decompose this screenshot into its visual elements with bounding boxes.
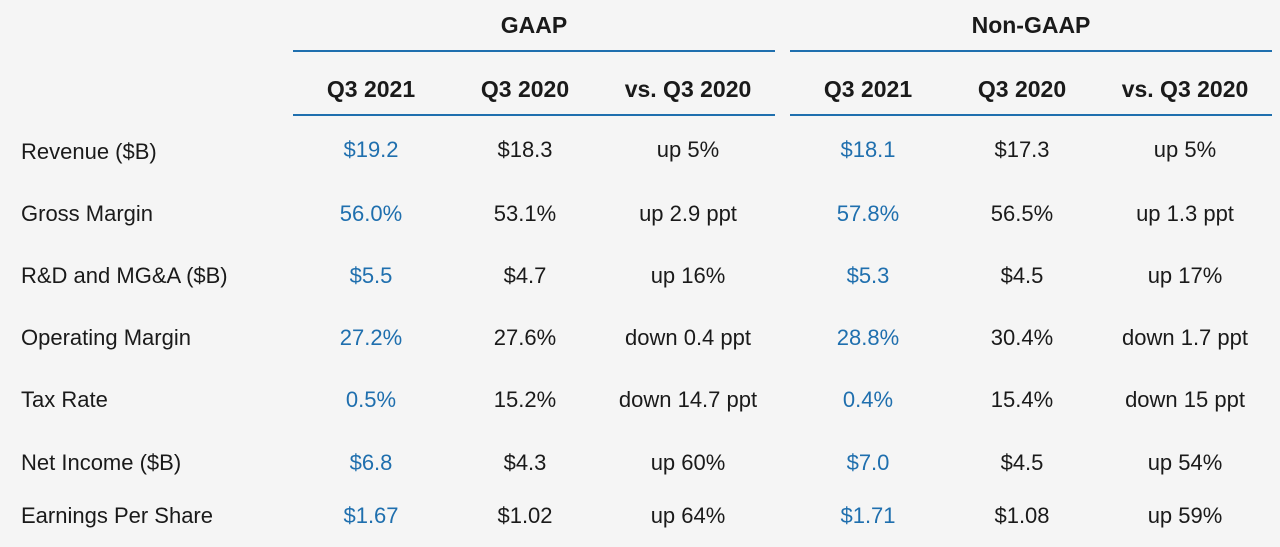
non-gaap-top-rule: [790, 50, 1272, 52]
cell-tax-rate-gaap-q3-2020: 15.2%: [493, 387, 557, 412]
cell-gross-margin-gaap-q3-2020: 53.1%: [493, 201, 557, 226]
cell-net-income-nongaap-q3-2021: $7.0: [846, 450, 890, 475]
cell-eps-nongaap-q3-2021: $1.71: [840, 503, 896, 528]
cell-rd-mga-nongaap-q3-2021: $5.3: [846, 263, 890, 288]
cell-revenue-nongaap-q3-2021: $18.1: [840, 137, 896, 162]
cell-net-income-nongaap-vs: up 54%: [1147, 450, 1223, 475]
cell-net-income-nongaap-q3-2020: $4.5: [1000, 450, 1044, 475]
cell-operating-margin-nongaap-q3-2021: 28.8%: [836, 325, 900, 350]
cell-eps-gaap-q3-2020: $1.02: [497, 503, 553, 528]
cell-rd-mga-nongaap-vs: up 17%: [1147, 263, 1223, 288]
cell-operating-margin-nongaap-q3-2020: 30.4%: [990, 325, 1054, 350]
column-header-gaap-q3-2020: Q3 2020: [480, 76, 570, 102]
row-label-gross-margin: Gross Margin: [21, 201, 154, 226]
row-label-operating-margin: Operating Margin: [21, 325, 191, 350]
non-gaap-header-rule: [790, 114, 1272, 116]
cell-tax-rate-nongaap-q3-2020: 15.4%: [990, 387, 1054, 412]
cell-operating-margin-gaap-q3-2020: 27.6%: [493, 325, 557, 350]
column-header-gaap-vs: vs. Q3 2020: [624, 76, 752, 102]
cell-eps-gaap-q3-2021: $1.67: [343, 503, 399, 528]
row-label-rd-mga: R&D and MG&A ($B): [21, 263, 228, 288]
cell-revenue-nongaap-q3-2020: $17.3: [994, 137, 1050, 162]
non-gaap-group-title: Non-GAAP: [971, 12, 1091, 38]
cell-operating-margin-gaap-q3-2021: 27.2%: [339, 325, 403, 350]
cell-eps-nongaap-q3-2020: $1.08: [994, 503, 1050, 528]
cell-revenue-gaap-q3-2021: $19.2: [343, 137, 399, 162]
cell-net-income-gaap-vs: up 60%: [650, 450, 726, 475]
cell-net-income-gaap-q3-2021: $6.8: [349, 450, 393, 475]
cell-tax-rate-nongaap-vs: down 15 ppt: [1125, 387, 1245, 412]
cell-rd-mga-nongaap-q3-2020: $4.5: [1000, 263, 1044, 288]
cell-operating-margin-gaap-vs: down 0.4 ppt: [625, 325, 751, 350]
gaap-top-rule: [293, 50, 775, 52]
cell-tax-rate-nongaap-q3-2021: 0.4%: [842, 387, 894, 412]
cell-revenue-gaap-q3-2020: $18.3: [497, 137, 553, 162]
cell-tax-rate-gaap-vs: down 14.7 ppt: [618, 387, 758, 412]
column-header-gaap-q3-2021: Q3 2021: [326, 76, 416, 102]
column-header-nongaap-q3-2021: Q3 2021: [823, 76, 913, 102]
cell-revenue-gaap-vs: up 5%: [656, 137, 720, 162]
column-header-nongaap-vs: vs. Q3 2020: [1121, 76, 1249, 102]
cell-rd-mga-gaap-q3-2021: $5.5: [349, 263, 393, 288]
cell-gross-margin-nongaap-q3-2021: 57.8%: [836, 201, 900, 226]
column-header-nongaap-q3-2020: Q3 2020: [977, 76, 1067, 102]
cell-gross-margin-gaap-vs: up 2.9 ppt: [639, 201, 737, 226]
row-label-tax-rate: Tax Rate: [21, 387, 108, 412]
cell-gross-margin-gaap-q3-2021: 56.0%: [339, 201, 403, 226]
row-label-revenue: Revenue ($B): [21, 139, 157, 164]
cell-gross-margin-nongaap-vs: up 1.3 ppt: [1136, 201, 1234, 226]
row-label-eps: Earnings Per Share: [21, 503, 213, 528]
row-label-net-income: Net Income ($B): [21, 450, 182, 475]
cell-net-income-gaap-q3-2020: $4.3: [503, 450, 547, 475]
cell-tax-rate-gaap-q3-2021: 0.5%: [345, 387, 397, 412]
cell-eps-nongaap-vs: up 59%: [1147, 503, 1223, 528]
cell-eps-gaap-vs: up 64%: [650, 503, 726, 528]
gaap-group-title: GAAP: [500, 12, 568, 38]
cell-rd-mga-gaap-q3-2020: $4.7: [503, 263, 547, 288]
cell-rd-mga-gaap-vs: up 16%: [650, 263, 726, 288]
gaap-header-rule: [293, 114, 775, 116]
cell-operating-margin-nongaap-vs: down 1.7 ppt: [1122, 325, 1248, 350]
cell-revenue-nongaap-vs: up 5%: [1153, 137, 1217, 162]
cell-gross-margin-nongaap-q3-2020: 56.5%: [990, 201, 1054, 226]
